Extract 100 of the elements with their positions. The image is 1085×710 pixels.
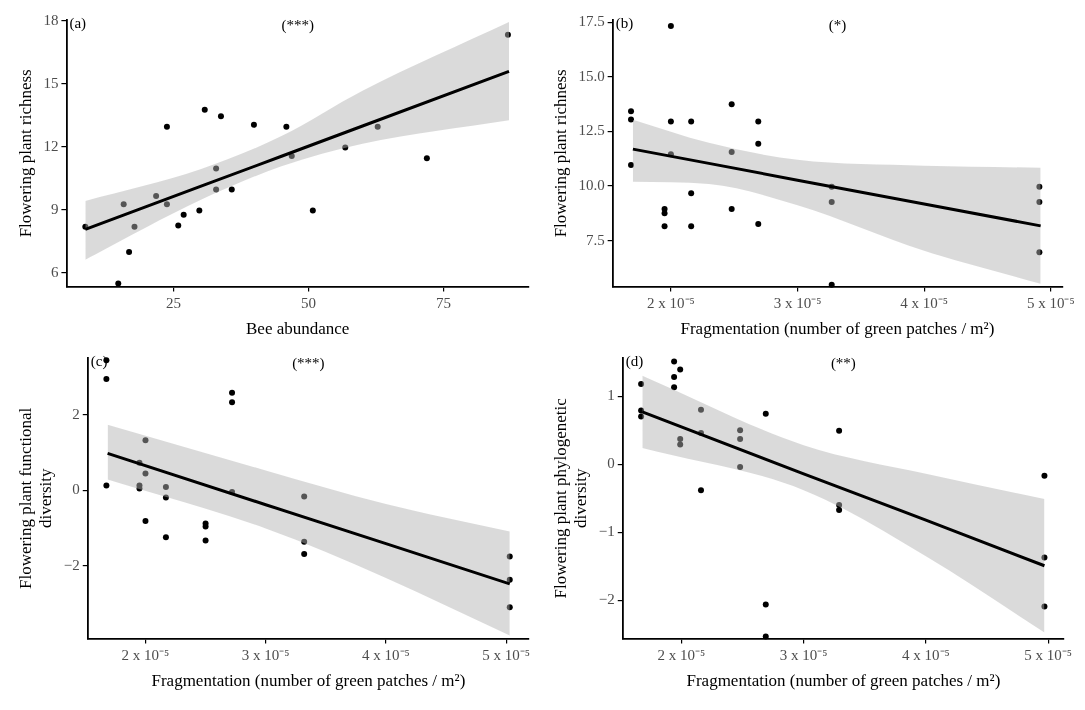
point [162,483,169,490]
y-tick-label: 15.0 [578,67,605,84]
y-tick-label: 10.0 [578,177,605,194]
point [667,22,674,29]
point [661,223,668,230]
point [762,633,769,640]
point [628,162,635,169]
annotation: (***) [281,17,314,35]
y-tick-label: 15 [43,74,59,91]
point [836,506,843,513]
point [1041,472,1048,479]
x-axis-title: Fragmentation (number of green patches / m²) [151,671,466,691]
y-tick-label: 7.5 [585,231,605,248]
point [671,374,678,381]
point [688,223,695,230]
y-axis-title: Flowering plant phylogenetic diversity [550,397,591,599]
point [301,538,308,545]
point [120,201,127,208]
point [737,463,744,470]
point [677,436,684,443]
point [175,222,182,229]
point [688,190,695,197]
point [142,517,149,524]
x-tick-label: 4 x 10⁻⁵ [362,646,410,663]
x-tick-label: 3 x 10⁻⁵ [779,646,828,663]
point [697,487,704,494]
x-tick-label: 2 x 10⁻⁵ [647,294,695,311]
y-tick-label: 1 [607,387,615,404]
x-tick-label: 75 [436,294,452,311]
point [131,223,138,230]
y-tick-label: 18 [43,11,59,28]
point [213,186,220,193]
y-tick-label: 2 [72,405,80,422]
point [828,199,835,206]
point [755,118,762,125]
point [126,248,133,255]
point [1036,199,1043,206]
point [728,148,735,155]
point [202,537,209,544]
y-axis-title: Flowering plant richness [550,69,570,238]
y-tick-label: 12.5 [578,122,605,139]
point [163,123,170,130]
point [828,281,835,288]
y-tick-label: −2 [63,556,80,573]
annotation: (**) [830,355,856,373]
point [638,413,645,420]
y-tick-label: 9 [50,200,59,217]
point [504,31,511,38]
point [628,108,635,115]
point [283,123,290,130]
point [1041,603,1048,610]
point [217,113,224,120]
point [162,494,169,501]
point [115,280,122,287]
point [762,601,769,608]
point [506,553,513,560]
y-tick-label: −2 [598,591,615,608]
x-axis-title: Fragmentation (number of green patches / m²) [686,671,1001,691]
point [677,441,684,448]
point [628,116,635,123]
x-tick-label: 2 x 10⁻⁵ [657,646,706,663]
point [213,165,220,172]
x-tick-label: 4 x 10⁻⁵ [900,294,949,311]
point [342,144,349,151]
point [153,192,160,199]
point [103,376,110,383]
annotation: (*) [828,17,847,35]
point [1041,554,1048,561]
point [250,121,257,128]
point [728,101,735,108]
point [671,384,678,391]
annotation: (d) [625,353,644,371]
point [180,211,187,218]
point [142,470,149,477]
point [697,406,704,413]
point [737,436,744,443]
point [301,551,308,558]
point [728,206,735,213]
x-tick-label: 5 x 10⁻⁵ [1026,294,1075,311]
y-tick-label: 0 [72,481,80,498]
x-tick-label: 2 x 10⁻⁵ [121,646,170,663]
point [163,201,170,208]
point [309,207,316,214]
y-tick-label: 17.5 [578,13,605,30]
point [228,186,235,193]
point [755,220,762,227]
point [196,207,203,214]
point [506,576,513,583]
point [162,534,169,541]
x-axis-title: Bee abundance [246,319,350,339]
x-tick-label: 4 x 10⁻⁵ [902,646,950,663]
y-tick-label: 6 [50,263,59,280]
point [103,482,110,489]
annotation: (***) [292,355,325,373]
x-tick-label: 50 [301,294,317,311]
x-tick-label: 3 x 10⁻⁵ [241,646,290,663]
point [201,106,208,113]
point [301,493,308,500]
y-tick-label: −1 [598,523,615,540]
point [661,210,668,217]
